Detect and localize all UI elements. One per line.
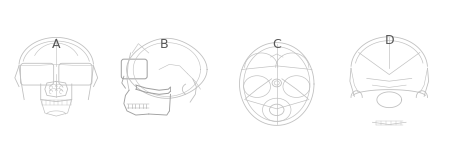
Text: A: A xyxy=(52,38,60,51)
Text: B: B xyxy=(160,38,169,51)
Text: D: D xyxy=(384,34,394,48)
Text: C: C xyxy=(272,38,281,51)
